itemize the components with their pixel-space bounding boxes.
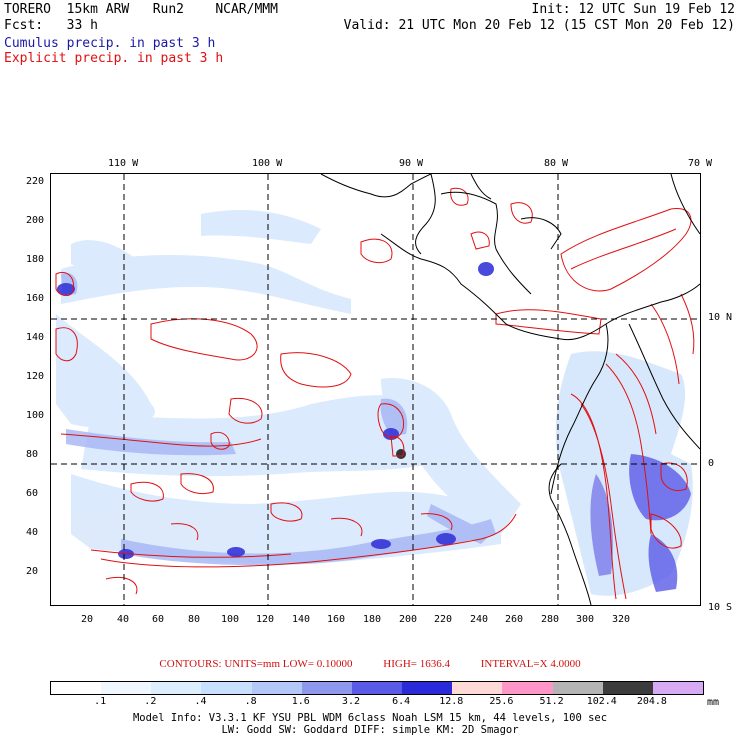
- scale-swatch: [351, 682, 403, 694]
- coastlines: [320, 174, 700, 605]
- scale-label: 1.6: [291, 696, 310, 707]
- model-info-line1: Model Info: V3.3.1 KF YSU PBL WDM 6class…: [132, 712, 608, 724]
- x-tick: 220: [434, 614, 453, 625]
- scale-label: 6.4: [392, 696, 411, 707]
- x-tick: 280: [541, 614, 560, 625]
- contour-interval: INTERVAL=X 4.0000: [480, 658, 581, 670]
- scale-label: 102.4: [586, 696, 617, 707]
- y-tick: 60: [26, 488, 39, 499]
- x-tick: 180: [363, 614, 382, 625]
- scale-label: .4: [194, 696, 207, 707]
- cumulus-precip-label: Cumulus precip. in past 3 h: [4, 36, 216, 51]
- scale-label: 3.2: [341, 696, 360, 707]
- scale-swatch: [251, 682, 303, 694]
- x-tick: 300: [576, 614, 595, 625]
- scale-swatch: [552, 682, 604, 694]
- cumulus-precip-field: [56, 209, 521, 565]
- scale-swatch: [151, 682, 202, 694]
- lon-label-110w: 110 W: [108, 158, 139, 169]
- y-tick: 120: [26, 371, 45, 382]
- graticule: [51, 174, 700, 605]
- lat-label-0: 0: [708, 458, 715, 469]
- x-tick: 20: [81, 614, 94, 625]
- explicit-precip-contours: [55, 187, 695, 600]
- x-tick: 120: [256, 614, 275, 625]
- y-tick: 20: [26, 566, 39, 577]
- scale-swatch: [301, 682, 353, 694]
- y-tick: 80: [26, 449, 39, 460]
- forecast-hour: Fcst: 33 h: [4, 18, 98, 33]
- lon-label-100w: 100 W: [252, 158, 283, 169]
- explicit-precip-label: Explicit precip. in past 3 h: [4, 51, 224, 66]
- x-tick: 200: [399, 614, 418, 625]
- y-tick: 100: [26, 410, 45, 421]
- y-tick: 220: [26, 176, 45, 187]
- x-tick: 240: [470, 614, 489, 625]
- lon-label-90w: 90 W: [399, 158, 424, 169]
- contour-info: CONTOURS: UNITS=mm LOW= 0.10000 HIGH= 16…: [0, 658, 740, 670]
- x-tick: 100: [221, 614, 240, 625]
- contour-units: CONTOURS: UNITS=mm LOW= 0.10000: [159, 658, 353, 670]
- scale-swatch: [502, 682, 554, 694]
- scale-swatch: [652, 682, 704, 694]
- scale-unit: mm: [707, 697, 720, 708]
- scale-swatch: [602, 682, 654, 694]
- scale-label: .8: [244, 696, 257, 707]
- scale-swatch: [101, 682, 152, 694]
- scale-label: 51.2: [539, 696, 564, 707]
- lon-label-70w: 70 W: [688, 158, 713, 169]
- model-title: TORERO 15km ARW Run2 NCAR/MMM: [4, 2, 278, 17]
- color-scale-bar: [50, 681, 704, 695]
- x-tick: 80: [188, 614, 201, 625]
- scale-label: .1: [94, 696, 107, 707]
- model-info-line2: LW: Godd SW: Goddard DIFF: simple KM: 2D…: [221, 724, 519, 736]
- x-tick: 260: [505, 614, 524, 625]
- scale-swatch: [402, 682, 453, 694]
- scale-swatch: [51, 682, 102, 694]
- scale-swatch: [452, 682, 503, 694]
- y-tick: 160: [26, 293, 45, 304]
- lat-label-10n: 10 N: [708, 312, 733, 323]
- map-canvas: [51, 174, 700, 605]
- contour-high: HIGH= 1636.4: [383, 658, 450, 670]
- scale-label: 12.8: [439, 696, 464, 707]
- x-tick: 40: [117, 614, 130, 625]
- lat-label-10s: 10 S: [708, 602, 733, 613]
- init-time: Init: 12 UTC Sun 19 Feb 12: [531, 2, 736, 17]
- y-tick: 200: [26, 215, 45, 226]
- y-tick: 140: [26, 332, 45, 343]
- y-tick: 40: [26, 527, 39, 538]
- scale-label: .2: [144, 696, 157, 707]
- scale-swatch: [201, 682, 253, 694]
- valid-time: Valid: 21 UTC Mon 20 Feb 12 (15 CST Mon …: [343, 18, 735, 33]
- scale-label: 204.8: [636, 696, 667, 707]
- y-tick: 180: [26, 254, 45, 265]
- scale-label: 25.6: [489, 696, 514, 707]
- x-tick: 160: [327, 614, 346, 625]
- lon-label-80w: 80 W: [544, 158, 569, 169]
- x-tick: 60: [152, 614, 165, 625]
- x-tick: 320: [612, 614, 631, 625]
- x-tick: 140: [292, 614, 311, 625]
- precip-map: [50, 173, 701, 606]
